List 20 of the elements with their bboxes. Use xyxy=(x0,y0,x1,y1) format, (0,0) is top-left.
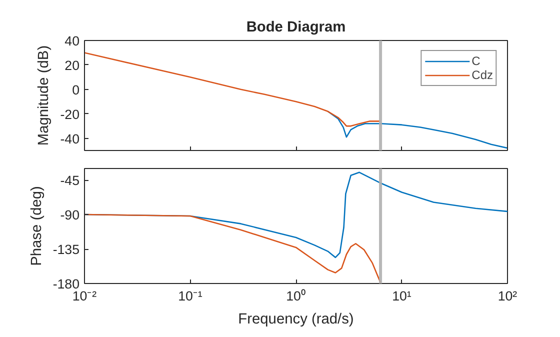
y-tick-label: -40 xyxy=(60,131,80,146)
legend-label: Cdz xyxy=(472,68,493,82)
y-tick-label: -20 xyxy=(60,106,80,122)
legend-label: C xyxy=(472,54,482,68)
y-tick-label: 0 xyxy=(72,82,80,98)
y-tick-label: -90 xyxy=(60,208,80,222)
y-tick-label: -180 xyxy=(52,276,80,292)
x-tick-label: 10⁻² xyxy=(72,288,98,304)
x-tick-label: 10² xyxy=(498,288,518,304)
y-tick-label: 40 xyxy=(64,34,80,48)
y-tick-label: -45 xyxy=(60,173,80,188)
x-tick-label: 10⁻¹ xyxy=(178,288,203,304)
y-tick-label: 20 xyxy=(64,58,80,73)
x-tick-label: 10¹ xyxy=(392,288,412,304)
y-axis-title: Phase (deg) xyxy=(28,186,45,266)
x-axis-title: Frequency (rad/s) xyxy=(238,312,354,328)
y-tick-label: -135 xyxy=(52,242,80,257)
chart-title: Bode Diagram xyxy=(246,20,346,36)
y-axis-title: Magnitude (dB) xyxy=(36,45,52,146)
x-tick-label: 10⁰ xyxy=(286,288,306,304)
